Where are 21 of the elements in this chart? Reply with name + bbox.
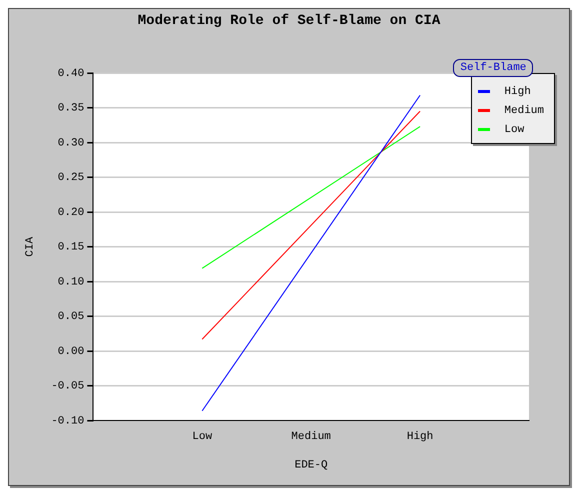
y-axis-title: CIA (24, 236, 37, 257)
y-tick-label: 0.05 (58, 311, 84, 324)
y-tick-label: 0.10 (58, 276, 84, 288)
y-tick-label: 0.25 (58, 172, 84, 184)
x-tick-label: Medium (291, 431, 332, 444)
chart-title: Moderating Role of Self-Blame on CIA (136, 13, 442, 29)
x-tick-label: High (406, 431, 434, 444)
y-tick-label: 0.40 (58, 68, 84, 80)
y-tick-label: 0.15 (58, 242, 84, 254)
y-tick-label: 0.20 (58, 206, 84, 219)
y-tick-label: -0.05 (51, 380, 84, 393)
legend-label: High (504, 86, 531, 98)
legend-title: Self-Blame (453, 59, 534, 77)
y-tick-label: 0.30 (58, 137, 84, 150)
y-tick-label: -0.10 (51, 416, 84, 428)
legend-label: Low (504, 124, 524, 136)
x-axis-title: EDE-Q (294, 459, 328, 472)
y-tick-label: 0.00 (58, 346, 84, 358)
x-tick-label: Low (192, 431, 212, 444)
y-tick-label: 0.35 (58, 102, 84, 115)
legend-label: Medium (504, 104, 544, 116)
